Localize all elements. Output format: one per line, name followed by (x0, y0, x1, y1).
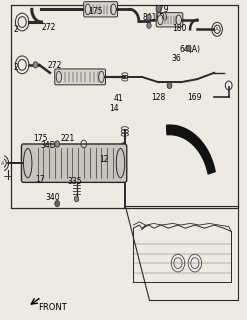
Text: 128: 128 (151, 93, 166, 102)
Circle shape (55, 200, 60, 207)
Text: 2: 2 (13, 62, 18, 72)
Text: A: A (1, 161, 4, 166)
Circle shape (74, 196, 79, 202)
Ellipse shape (111, 4, 116, 15)
Polygon shape (166, 125, 215, 174)
Text: A: A (215, 27, 219, 32)
Ellipse shape (56, 71, 62, 83)
Text: 34D: 34D (40, 140, 56, 149)
Text: 272: 272 (48, 61, 62, 70)
Text: 36: 36 (172, 54, 182, 63)
Text: 272: 272 (41, 23, 56, 32)
Circle shape (156, 5, 161, 12)
Text: 175: 175 (34, 134, 48, 143)
Text: 17: 17 (35, 174, 45, 184)
Circle shape (55, 141, 60, 147)
Polygon shape (125, 206, 238, 300)
Text: 335: 335 (67, 177, 82, 186)
Text: 169: 169 (188, 93, 202, 102)
Text: 12: 12 (100, 155, 109, 164)
Text: FRONT: FRONT (38, 303, 67, 312)
Text: 175: 175 (89, 7, 103, 16)
Text: 221: 221 (60, 134, 74, 143)
Circle shape (187, 45, 191, 51)
Circle shape (147, 23, 151, 28)
Text: 340: 340 (45, 193, 60, 202)
Ellipse shape (116, 148, 125, 178)
Text: 41: 41 (114, 94, 123, 103)
Circle shape (167, 82, 172, 89)
FancyBboxPatch shape (55, 69, 105, 85)
Text: 841(B): 841(B) (142, 13, 168, 22)
Ellipse shape (23, 148, 32, 178)
Circle shape (147, 14, 151, 20)
Text: 180: 180 (172, 24, 187, 33)
Ellipse shape (85, 4, 90, 15)
FancyBboxPatch shape (156, 13, 183, 27)
Text: 2: 2 (13, 25, 18, 34)
Ellipse shape (99, 71, 104, 83)
Text: 14: 14 (109, 104, 119, 113)
FancyBboxPatch shape (84, 2, 118, 17)
Text: 179: 179 (155, 4, 169, 13)
Text: 64(A): 64(A) (180, 45, 201, 54)
Ellipse shape (158, 15, 163, 25)
Circle shape (33, 62, 38, 68)
Ellipse shape (176, 15, 181, 25)
FancyBboxPatch shape (21, 144, 127, 182)
